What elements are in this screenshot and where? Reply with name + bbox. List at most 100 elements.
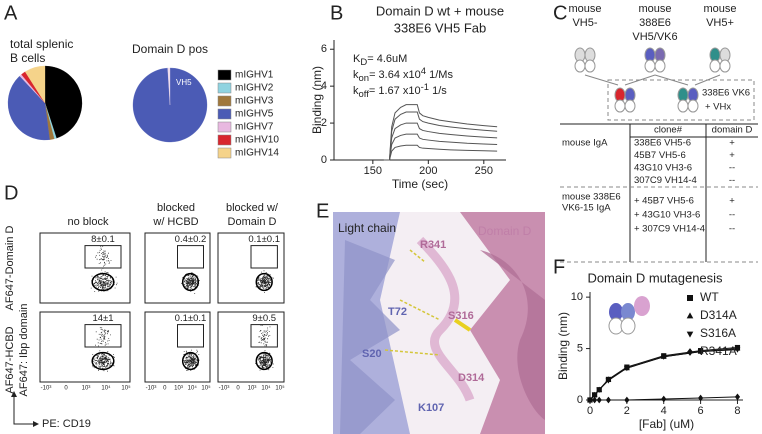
kon: kon= 3.64 x104 1/Ms <box>353 66 453 84</box>
marker <box>697 349 704 355</box>
panel-label: D <box>4 182 18 204</box>
y-tick-label: 10 <box>571 291 583 303</box>
clone: + 307C9 VH14-4 <box>634 224 705 235</box>
residue: R341 <box>420 239 446 251</box>
x-tick-label: 4 <box>661 405 667 417</box>
x-tick-label: 10⁵ <box>201 385 211 392</box>
y-tick-label: 6 <box>321 43 327 55</box>
y-tick-label: 2 <box>321 117 327 129</box>
density-contour <box>91 351 115 371</box>
mouse-label: VH5/VK6 <box>632 31 677 43</box>
x-tick-label: 0 <box>587 405 593 417</box>
box-text: 338E6 VK6 <box>702 88 750 99</box>
series-line <box>383 111 498 161</box>
series-line <box>383 122 498 161</box>
column-header: Domain D <box>228 216 277 228</box>
x-tick-label: 150 <box>364 165 382 177</box>
legend-label: R341A <box>700 344 737 358</box>
clone: + 45B7 VH5-6 <box>634 196 694 207</box>
x-tick-label: 10⁵ <box>275 385 285 392</box>
structure <box>333 212 545 434</box>
group-label: mouse IgA <box>562 138 608 149</box>
x-axis-label: [Fab] (uM) <box>639 417 694 431</box>
y-axis-label: Binding (nm) <box>310 66 324 134</box>
gate-value: 0.4±0.2 <box>175 234 207 245</box>
marker <box>591 392 598 398</box>
x-tick-label: 10³ <box>248 386 257 392</box>
domain-d: + <box>729 196 735 207</box>
marker <box>660 354 667 360</box>
marker <box>661 395 667 403</box>
chart-title: Domain D mutagenesis <box>587 270 723 285</box>
y-tick-label: 4 <box>321 80 327 92</box>
marker <box>734 393 741 401</box>
marker <box>605 396 612 404</box>
pie-slice <box>7 75 50 141</box>
legend-label: mIGHV1 <box>235 70 274 81</box>
x-tick-label: 250 <box>475 165 493 177</box>
legend-label: mIGHV3 <box>235 96 274 107</box>
panel-label: C <box>553 2 567 24</box>
chart-title: 338E6 VH5 Fab <box>394 20 487 35</box>
marker <box>734 347 741 353</box>
gate <box>84 245 122 269</box>
mouse-label: mouse <box>703 3 736 15</box>
clone: + 43G10 VH3-6 <box>634 210 700 221</box>
pie-slice <box>44 65 83 139</box>
marker <box>587 396 593 404</box>
clone: 338E6 VH5-6 <box>634 138 691 149</box>
density-contour <box>255 351 273 371</box>
legend-swatch <box>217 147 232 159</box>
gate <box>250 324 278 348</box>
x-label: PE: CD19 <box>42 418 91 430</box>
legend-swatch <box>217 82 232 94</box>
panel-label: F <box>553 256 565 278</box>
y-tick-label: 5 <box>577 342 583 354</box>
x-tick-label: 200 <box>419 165 437 177</box>
residue: S316 <box>448 310 474 322</box>
marker <box>596 396 602 404</box>
x-tick-label: 10⁵ <box>121 385 131 392</box>
legend-swatch <box>217 95 232 107</box>
mouse-label: VH5+ <box>706 17 734 29</box>
legend-marker <box>686 331 694 338</box>
legend-marker <box>686 312 694 319</box>
x-axis-label: Time (sec) <box>392 177 448 191</box>
domain-d: + <box>729 138 735 149</box>
x-tick-label: 2 <box>624 405 630 417</box>
legend-label: mIGHV2 <box>235 83 274 94</box>
x-tick-label: -10³ <box>146 386 157 392</box>
panel-label: A <box>4 2 18 24</box>
kinetics: KD= 4.6uM kon= 3.64 x104 1/Ms koff= 1.67… <box>353 53 453 100</box>
marker <box>624 396 630 404</box>
x-tick-label: -10³ <box>219 386 230 392</box>
x-tick-label: 10⁴ <box>261 385 271 392</box>
gate-value: 9±0.5 <box>252 313 276 324</box>
clone: 307C9 VH14-4 <box>634 175 697 186</box>
table-header: clone# <box>654 125 683 136</box>
residue: K107 <box>418 402 444 414</box>
marker <box>596 387 603 393</box>
gate <box>250 245 278 269</box>
x-tick-label: -10³ <box>41 386 52 392</box>
gate-value: 0.1±0.1 <box>248 234 280 245</box>
residue: T72 <box>388 306 407 318</box>
antibody <box>614 87 636 113</box>
legend-label: WT <box>700 290 719 304</box>
legend-label: mIGHV5 <box>235 109 274 120</box>
slice-label: VH5 <box>176 78 192 87</box>
marker <box>605 378 612 384</box>
density-contour <box>181 272 200 292</box>
mouse-label: 388E6 <box>639 17 671 29</box>
antibody <box>709 47 731 73</box>
legend-label: D314A <box>700 308 737 322</box>
legend-label: mIGHV14 <box>235 148 279 159</box>
x-tick-label: 8 <box>734 405 740 417</box>
domain-d: -- <box>729 224 735 235</box>
legend-label: mIGHV10 <box>235 135 279 146</box>
density-contour <box>255 272 273 292</box>
chain-label: Domain D <box>478 224 532 238</box>
gate-value: 14±1 <box>92 313 113 324</box>
box-text: + VHx <box>705 102 731 113</box>
row-label: AF647: Ibp domain <box>18 304 30 397</box>
